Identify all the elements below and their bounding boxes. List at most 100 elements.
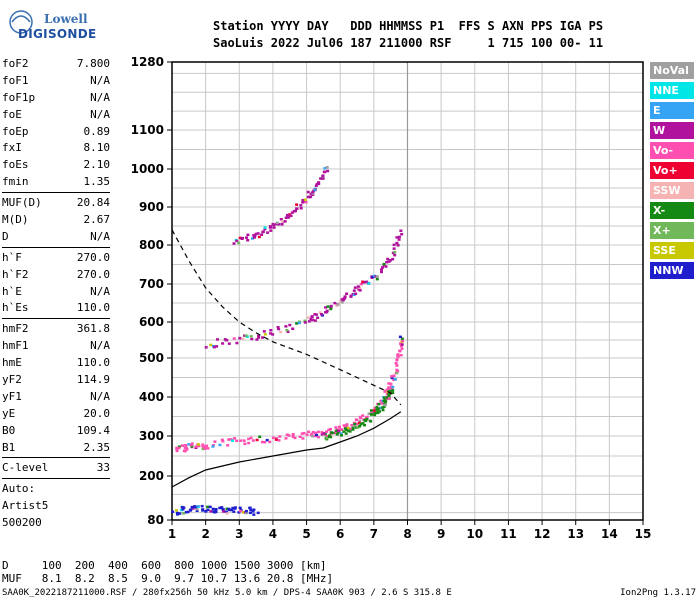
param-name: hmF2 <box>2 322 29 336</box>
echo-point <box>224 510 228 513</box>
echo-point <box>395 236 399 239</box>
echo-point <box>271 436 275 440</box>
echo-point <box>252 508 256 511</box>
echo-point <box>233 437 237 440</box>
echo-point <box>346 426 350 430</box>
param-row: foEp 0.89 <box>2 124 110 141</box>
param-name: foF2 <box>2 57 29 70</box>
echo-point <box>367 282 371 285</box>
distance-row: D 100 200 400 600 800 1000 1500 3000 [km… <box>2 559 327 572</box>
echo-point <box>221 342 225 345</box>
echo-point <box>244 511 248 515</box>
echo-point <box>291 433 295 436</box>
echo-point <box>358 425 362 428</box>
echo-point <box>392 374 396 377</box>
echo-point <box>326 305 330 308</box>
param-row: h`E N/A <box>2 284 110 301</box>
auto-line: Artist5 <box>2 499 49 513</box>
echo-point <box>230 508 234 512</box>
echo-point <box>300 432 304 435</box>
echo-point <box>284 325 288 328</box>
echo-point <box>215 345 219 348</box>
echo-point <box>299 207 303 210</box>
param-name: h`E <box>2 284 22 298</box>
param-row: foEs 2.10 <box>2 157 110 174</box>
echo-point <box>359 422 363 426</box>
echo-point <box>344 432 348 435</box>
echo-point <box>399 344 403 348</box>
echo-point <box>390 375 394 378</box>
echo-point <box>235 239 239 243</box>
y-tick-label: 1280 <box>131 55 164 69</box>
echo-point <box>329 435 333 439</box>
echo-point <box>387 260 391 263</box>
echo-point <box>325 166 329 169</box>
echo-point <box>329 431 333 434</box>
echo-point <box>232 242 236 245</box>
profile-curve <box>171 411 402 488</box>
param-name: h`F2 <box>2 267 29 281</box>
echo-point <box>399 229 403 232</box>
echo-point <box>277 439 281 442</box>
echo-point <box>221 508 225 511</box>
echo-point <box>205 444 209 448</box>
echo-point <box>197 444 201 448</box>
echo-point <box>329 307 333 311</box>
lowell-digisonde-logo: Lowell DIGISONDE <box>4 6 104 46</box>
echo-point <box>387 386 391 389</box>
echo-point <box>256 511 260 515</box>
echo-point <box>375 277 379 281</box>
echo-point <box>301 201 305 204</box>
x-tick-label: 5 <box>302 527 310 541</box>
echo-point <box>382 405 386 408</box>
param-row: B1 2.35 <box>2 440 110 457</box>
echo-point <box>395 371 399 374</box>
echo-point <box>175 449 179 453</box>
echo-point <box>343 295 347 298</box>
echo-point <box>333 431 337 435</box>
echo-point <box>311 318 314 322</box>
echo-point <box>241 337 245 341</box>
echo-point <box>277 327 281 331</box>
echo-point <box>396 243 400 247</box>
panel-separator <box>2 478 110 480</box>
echo-point <box>182 449 186 453</box>
echo-point <box>381 266 384 269</box>
param-name: foE <box>2 107 22 121</box>
param-row: hmF2 361.8 <box>2 321 110 338</box>
echo-point <box>297 321 301 325</box>
echo-point <box>203 447 207 450</box>
echo-point <box>303 198 307 201</box>
param-row: h`Es 110.0 <box>2 300 110 317</box>
echo-point <box>295 203 299 206</box>
echo-point <box>191 507 195 510</box>
echo-point <box>184 446 188 450</box>
param-row: h`F2 270.0 <box>2 267 110 284</box>
echo-point <box>204 346 208 349</box>
echo-point <box>385 388 389 391</box>
echo-point <box>311 193 315 196</box>
panel-separator <box>2 246 110 248</box>
echo-point <box>254 232 258 236</box>
echo-point <box>286 330 290 333</box>
echo-point <box>194 445 198 448</box>
param-row: hmF1 N/A <box>2 338 110 355</box>
echo-point <box>378 410 381 413</box>
param-value: 20.84 <box>76 196 110 210</box>
echo-point <box>375 405 379 409</box>
echo-point <box>257 334 261 338</box>
echo-point <box>304 200 308 204</box>
echo-point <box>401 339 405 343</box>
echo-point <box>302 431 306 435</box>
echo-point <box>184 444 188 447</box>
echo-point <box>209 343 213 347</box>
param-name: fxI <box>2 141 22 155</box>
echo-point <box>393 250 397 254</box>
echo-point <box>391 257 395 261</box>
echo-point <box>326 169 330 173</box>
echo-point <box>263 333 267 336</box>
echo-point <box>367 412 371 415</box>
param-row: hmE 110.0 <box>2 355 110 372</box>
echo-point <box>342 430 346 433</box>
